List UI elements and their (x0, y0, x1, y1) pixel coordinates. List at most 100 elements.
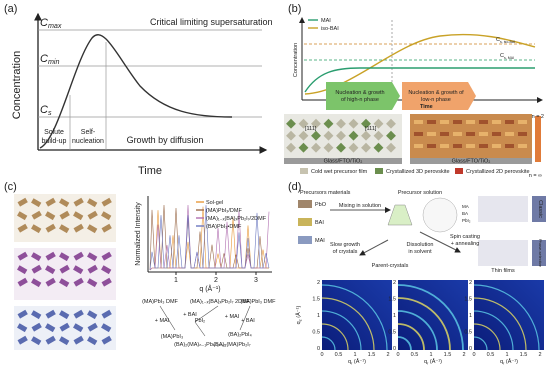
ring (473, 284, 540, 351)
crystal (505, 120, 514, 124)
crystal (427, 132, 436, 136)
crystal (17, 335, 28, 345)
axis-text: q (348, 359, 351, 365)
crystal (101, 277, 112, 287)
crystal (286, 142, 296, 153)
tick-label: 0 (320, 352, 323, 358)
flow-label: in solvent (408, 249, 432, 255)
crystal (386, 142, 396, 153)
material-label: BAI (315, 220, 324, 226)
material-label: MAI (315, 238, 325, 244)
key-label: Crystallized 2D perovskite (466, 169, 530, 175)
crystal (45, 335, 56, 345)
crystal (453, 144, 462, 148)
arrow-label: Nucleation & growth of (408, 90, 464, 96)
ring (397, 336, 412, 351)
tick-label: 1.5 (520, 352, 528, 358)
species-label: BA (462, 211, 468, 216)
axis-title: Time (420, 104, 433, 110)
subscript: s (48, 109, 52, 117)
crystal (348, 130, 359, 141)
stage-label: Solute (44, 129, 64, 136)
flow-arrow (419, 231, 461, 253)
tick-label: 0 (396, 352, 399, 358)
key-swatch (300, 168, 308, 174)
crystal (59, 278, 70, 288)
route-tag (532, 240, 546, 266)
axis-text: (Å⁻¹) (428, 358, 442, 365)
crystal (87, 310, 98, 320)
scheme-label: PbI₂ (195, 318, 205, 324)
crystal (59, 224, 70, 234)
pattern-line (149, 205, 270, 271)
level-label: Cmin (40, 53, 59, 66)
axis-text: (Å⁻¹) (504, 358, 518, 365)
tick-label: 1.5 (388, 297, 396, 303)
scheme-label: + MAI (155, 318, 170, 324)
legend-label: (MA)₁₋ₓ(BA)ₓPb₂I₇/2DMF (206, 216, 267, 222)
direction: [111] (305, 126, 317, 132)
crystal (466, 132, 475, 136)
crystal (466, 120, 475, 124)
crystal (73, 323, 84, 333)
tick-label: 1 (429, 352, 432, 358)
subscript: z (298, 319, 303, 321)
axis-title: qz (Å⁻¹) (295, 306, 303, 325)
arrow-box (326, 82, 400, 110)
crystal (17, 277, 28, 287)
substrate-label: Glass/FTO/TiO₂ (452, 159, 491, 165)
legend-label: (MA)PbI₃/DMF (206, 208, 242, 214)
scheme-label: (MA)PbI₃ (161, 334, 183, 340)
crystal (101, 309, 112, 319)
n-label: n = ∞ (529, 173, 542, 179)
panel-label: (a) (4, 3, 17, 15)
crystal (17, 197, 28, 207)
crystal (73, 277, 84, 287)
scheme-label: (BA)₂PbI₄ (228, 332, 252, 338)
tick-label: 0 (469, 346, 472, 352)
key-label: Cold wet precursor film (311, 169, 368, 175)
panel-label: (b) (288, 3, 301, 15)
flow-label: + annealing (451, 241, 480, 247)
flow-label: Slow growth (330, 242, 360, 248)
crystal (427, 120, 436, 124)
arrow-box (402, 82, 476, 110)
crystal (45, 323, 56, 333)
axis-text: (Å⁻¹) (295, 306, 302, 320)
scheme-label: + BAI (183, 312, 197, 318)
crystal (87, 224, 98, 234)
scheme-label: + BAI (241, 318, 255, 324)
flask (387, 204, 413, 226)
ring (321, 336, 336, 351)
tick-label: 1 (505, 352, 508, 358)
n-label: n = 2 (532, 114, 544, 120)
flow-label: Thin films (491, 268, 515, 274)
crystal (45, 251, 56, 261)
flow-label: Parent-crystals (372, 263, 409, 269)
crystal (45, 265, 56, 275)
ring (321, 310, 362, 351)
crystal (73, 335, 84, 345)
crystal (466, 144, 475, 148)
film-stack (478, 196, 528, 222)
ring (397, 323, 425, 351)
tick-label: 2 (214, 277, 218, 284)
tick-label: 1.5 (312, 297, 320, 303)
crystal (101, 265, 112, 275)
ring (321, 323, 349, 351)
axis-text: (Å⁻¹) (352, 358, 366, 365)
crystal (59, 210, 70, 220)
crystal (31, 322, 42, 332)
flow-label: Precursor solution (398, 190, 442, 196)
tick-label: 0.5 (335, 352, 343, 358)
crystal (492, 120, 501, 124)
tick-label: 2 (393, 280, 396, 286)
crystal (101, 197, 112, 207)
crystal (31, 264, 42, 274)
axis-title: Time (138, 165, 162, 177)
crystal (59, 252, 70, 262)
scheme-label: (MA)PbI₃ DMF (142, 299, 178, 305)
symbol: C (40, 53, 48, 65)
mai-curve (304, 67, 535, 93)
ring (321, 284, 388, 351)
